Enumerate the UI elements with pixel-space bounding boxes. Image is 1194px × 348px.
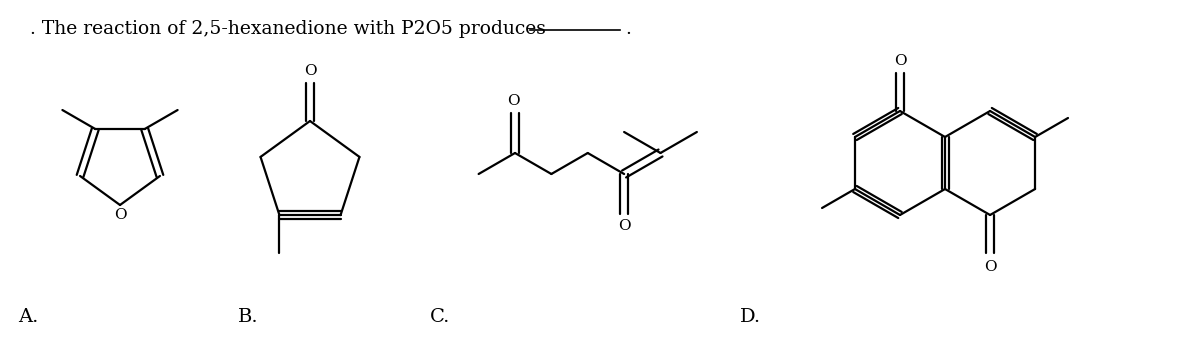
Text: O: O bbox=[893, 54, 906, 68]
Text: .: . bbox=[624, 20, 630, 38]
Text: O: O bbox=[113, 208, 127, 222]
Text: C.: C. bbox=[430, 308, 450, 326]
Text: O: O bbox=[303, 64, 316, 78]
Text: O: O bbox=[506, 94, 519, 108]
Text: O: O bbox=[617, 219, 630, 233]
Text: O: O bbox=[984, 260, 996, 274]
Text: B.: B. bbox=[238, 308, 259, 326]
Text: A.: A. bbox=[18, 308, 38, 326]
Text: . The reaction of 2,5-hexanedione with P2O5 produces: . The reaction of 2,5-hexanedione with P… bbox=[30, 20, 546, 38]
Text: D.: D. bbox=[740, 308, 761, 326]
